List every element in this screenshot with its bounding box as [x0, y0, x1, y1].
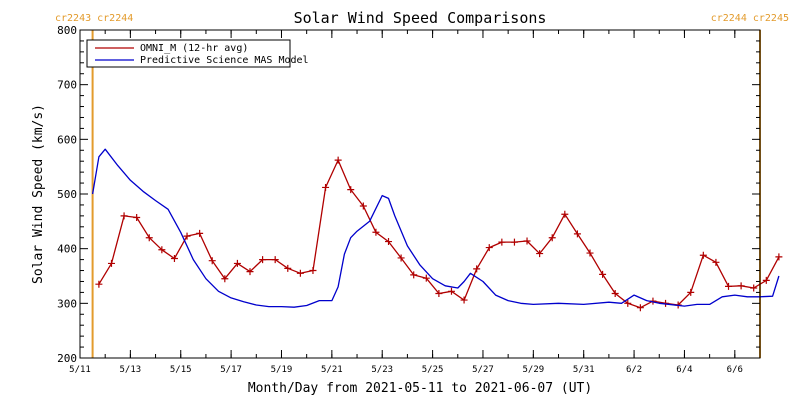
- omni-data-point: [145, 234, 153, 242]
- x-tick-label: 5/13: [120, 365, 142, 375]
- series-line-mas: [91, 148, 780, 308]
- omni-data-point: [611, 289, 619, 297]
- x-tick-label: 5/25: [422, 365, 444, 375]
- carrington-right-label: cr2244 cr2245: [711, 13, 789, 24]
- y-tick-label: 400: [57, 243, 77, 256]
- omni-data-point: [397, 254, 405, 262]
- omni-data-point: [699, 251, 707, 259]
- omni-data-point: [309, 267, 317, 275]
- carrington-left-label: cr2243 cr2244: [55, 13, 133, 24]
- omni-data-point: [170, 255, 178, 263]
- omni-data-point: [372, 228, 380, 236]
- omni-data-point: [536, 250, 544, 258]
- y-tick-label: 800: [57, 24, 77, 37]
- omni-data-point: [510, 238, 518, 246]
- x-tick-label: 5/11: [69, 365, 91, 375]
- omni-data-point: [523, 237, 531, 245]
- x-tick-label: 6/6: [727, 365, 743, 375]
- omni-data-point: [334, 156, 342, 164]
- omni-data-point: [208, 257, 216, 265]
- omni-data-point: [636, 304, 644, 312]
- x-tick-label: 5/23: [371, 365, 393, 375]
- omni-data-point: [573, 230, 581, 238]
- chart-title: Solar Wind Speed Comparisons: [294, 9, 547, 27]
- omni-data-point: [347, 186, 355, 194]
- omni-data-point: [725, 282, 733, 290]
- omni-data-point: [233, 259, 241, 267]
- omni-data-point: [712, 258, 720, 266]
- y-tick-label: 300: [57, 297, 77, 310]
- x-tick-label: 5/27: [472, 365, 494, 375]
- y-axis: 200 300 400 500 600 700 800: [57, 24, 760, 365]
- x-tick-label: 5/31: [573, 365, 595, 375]
- omni-data-point: [133, 214, 141, 222]
- omni-data-point: [485, 244, 493, 252]
- x-tick-label: 5/17: [220, 365, 242, 375]
- x-tick-label: 6/2: [626, 365, 642, 375]
- omni-data-point: [737, 282, 745, 290]
- omni-data-point: [385, 238, 393, 246]
- legend-box: [86, 39, 291, 68]
- omni-data-point: [447, 287, 455, 295]
- omni-data-point: [435, 289, 443, 297]
- legend: OMNI_M (12-hr avg) Predictive Science MA…: [86, 39, 309, 68]
- x-axis: 5/11 5/13 5/15 5/17 5/19 5/21 5/23 5/25 5/27 5/29…: [69, 30, 761, 375]
- legend-omni-label: OMNI_M (12-hr avg): [140, 43, 248, 54]
- legend-mas-label: Predictive Science MAS Model: [140, 55, 309, 66]
- x-tick-label: 5/19: [271, 365, 293, 375]
- omni-data-point: [775, 253, 783, 261]
- omni-data-point: [183, 232, 191, 240]
- omni-data-point: [196, 229, 204, 237]
- omni-data-point: [322, 183, 330, 191]
- omni-data-point: [750, 284, 758, 292]
- x-axis-label: Month/Day from 2021-05-11 to 2021-06-07 …: [248, 381, 592, 396]
- x-tick-label: 6/4: [676, 365, 692, 375]
- omni-data-point: [410, 271, 418, 279]
- omni-data-point: [158, 246, 166, 254]
- x-tick-label: 5/29: [522, 365, 544, 375]
- y-axis-label: Solar Wind Speed (km/s): [31, 104, 46, 284]
- omni-data-point: [460, 296, 468, 304]
- omni-data-point: [259, 256, 267, 264]
- omni-data-point: [221, 275, 229, 283]
- series-layer: [91, 148, 783, 312]
- omni-data-point: [473, 265, 481, 273]
- omni-data-point: [561, 210, 569, 218]
- omni-data-point: [296, 269, 304, 277]
- omni-data-point: [95, 280, 103, 288]
- omni-data-point: [359, 202, 367, 210]
- x-tick-label: 5/21: [321, 365, 343, 375]
- y-tick-label: 600: [57, 133, 77, 146]
- omni-data-point: [107, 259, 115, 267]
- y-tick-label: 700: [57, 79, 77, 92]
- omni-data-point: [422, 274, 430, 282]
- x-tick-label: 5/15: [170, 365, 192, 375]
- omni-data-point: [120, 212, 128, 220]
- omni-data-point: [762, 276, 770, 284]
- omni-data-point: [687, 288, 695, 296]
- omni-data-point: [599, 270, 607, 278]
- omni-data-point: [624, 299, 632, 307]
- omni-data-point: [246, 268, 254, 276]
- omni-data-point: [586, 249, 594, 257]
- y-tick-label: 200: [57, 352, 77, 365]
- y-tick-label: 500: [57, 188, 77, 201]
- omni-data-point: [548, 234, 556, 242]
- omni-data-point: [498, 238, 506, 246]
- omni-data-point: [271, 256, 279, 264]
- omni-data-point: [284, 264, 292, 272]
